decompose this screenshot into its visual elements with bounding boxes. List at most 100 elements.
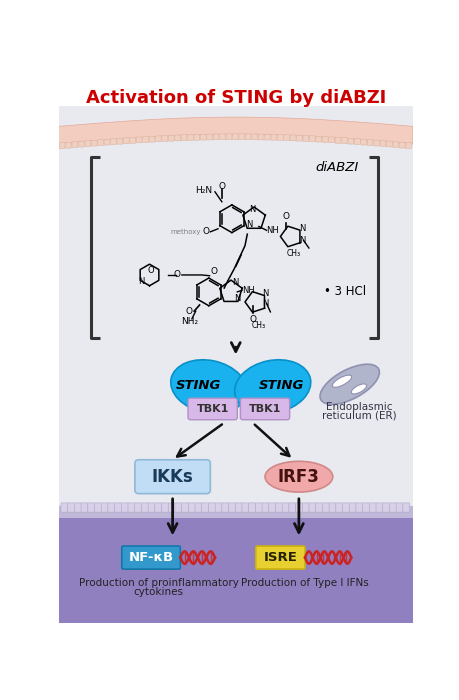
FancyBboxPatch shape — [91, 140, 97, 146]
FancyBboxPatch shape — [240, 398, 289, 420]
FancyBboxPatch shape — [360, 139, 366, 145]
FancyBboxPatch shape — [335, 503, 342, 512]
FancyBboxPatch shape — [221, 503, 228, 512]
FancyBboxPatch shape — [295, 503, 302, 512]
Text: O: O — [147, 266, 154, 275]
FancyBboxPatch shape — [264, 134, 270, 140]
FancyBboxPatch shape — [194, 134, 199, 140]
FancyBboxPatch shape — [257, 134, 263, 140]
FancyBboxPatch shape — [386, 141, 392, 147]
FancyBboxPatch shape — [174, 135, 180, 141]
FancyBboxPatch shape — [373, 140, 379, 146]
FancyBboxPatch shape — [245, 134, 251, 140]
FancyBboxPatch shape — [155, 503, 162, 512]
FancyBboxPatch shape — [149, 136, 155, 142]
FancyBboxPatch shape — [281, 503, 288, 512]
Text: diABZI: diABZI — [315, 161, 358, 174]
FancyBboxPatch shape — [128, 503, 134, 512]
Ellipse shape — [234, 360, 310, 414]
FancyBboxPatch shape — [328, 137, 334, 143]
Text: reticulum (ER): reticulum (ER) — [321, 411, 395, 421]
Text: O: O — [249, 315, 256, 324]
FancyBboxPatch shape — [101, 503, 108, 512]
FancyBboxPatch shape — [219, 134, 225, 140]
FancyBboxPatch shape — [97, 140, 103, 146]
FancyBboxPatch shape — [238, 134, 244, 140]
FancyBboxPatch shape — [168, 135, 174, 141]
Ellipse shape — [331, 375, 351, 387]
FancyBboxPatch shape — [322, 136, 327, 142]
Text: IRF3: IRF3 — [277, 468, 319, 486]
Ellipse shape — [319, 364, 379, 405]
Text: ISRE: ISRE — [263, 551, 297, 564]
Text: Endoplasmic: Endoplasmic — [325, 402, 392, 412]
FancyBboxPatch shape — [72, 142, 78, 148]
FancyBboxPatch shape — [328, 503, 336, 512]
Text: O: O — [173, 270, 180, 279]
FancyBboxPatch shape — [347, 138, 353, 144]
Text: Activation of STING by diABZI: Activation of STING by diABZI — [85, 89, 385, 107]
FancyBboxPatch shape — [353, 139, 359, 144]
FancyBboxPatch shape — [251, 134, 257, 140]
Text: cytokines: cytokines — [134, 587, 183, 597]
FancyBboxPatch shape — [195, 503, 202, 512]
Text: O: O — [202, 228, 209, 237]
FancyBboxPatch shape — [334, 137, 340, 144]
FancyBboxPatch shape — [141, 503, 148, 512]
Text: NH: NH — [266, 226, 279, 234]
Text: N: N — [246, 220, 252, 230]
FancyBboxPatch shape — [366, 139, 372, 146]
FancyBboxPatch shape — [59, 143, 65, 148]
FancyBboxPatch shape — [232, 134, 238, 140]
FancyBboxPatch shape — [382, 503, 389, 512]
FancyBboxPatch shape — [162, 136, 168, 141]
FancyBboxPatch shape — [168, 503, 175, 512]
Ellipse shape — [264, 461, 332, 492]
FancyBboxPatch shape — [362, 503, 369, 512]
Text: STING: STING — [176, 379, 221, 391]
Text: O: O — [185, 307, 192, 316]
FancyBboxPatch shape — [283, 134, 289, 141]
FancyBboxPatch shape — [134, 503, 141, 512]
FancyBboxPatch shape — [188, 398, 237, 420]
FancyBboxPatch shape — [202, 503, 208, 512]
FancyBboxPatch shape — [315, 503, 322, 512]
Text: H₂N: H₂N — [195, 186, 212, 195]
FancyBboxPatch shape — [114, 503, 121, 512]
FancyBboxPatch shape — [262, 503, 269, 512]
FancyBboxPatch shape — [225, 134, 231, 140]
Text: NH₂: NH₂ — [180, 316, 198, 326]
FancyBboxPatch shape — [228, 503, 235, 512]
FancyBboxPatch shape — [108, 503, 115, 512]
Text: N: N — [234, 293, 240, 302]
FancyBboxPatch shape — [122, 546, 180, 569]
FancyBboxPatch shape — [148, 503, 155, 512]
Text: N: N — [232, 278, 238, 287]
FancyBboxPatch shape — [123, 138, 129, 144]
Text: • 3 HCl: • 3 HCl — [324, 286, 366, 298]
FancyBboxPatch shape — [67, 503, 74, 512]
FancyBboxPatch shape — [302, 503, 308, 512]
Text: O: O — [218, 182, 225, 191]
FancyBboxPatch shape — [235, 503, 241, 512]
FancyBboxPatch shape — [302, 136, 308, 141]
FancyBboxPatch shape — [270, 134, 276, 140]
FancyBboxPatch shape — [369, 503, 375, 512]
FancyBboxPatch shape — [375, 503, 382, 512]
Text: N: N — [261, 299, 268, 308]
Polygon shape — [59, 106, 412, 511]
FancyBboxPatch shape — [129, 137, 135, 144]
FancyBboxPatch shape — [94, 503, 101, 512]
FancyBboxPatch shape — [61, 503, 68, 512]
FancyBboxPatch shape — [142, 136, 148, 143]
FancyBboxPatch shape — [213, 134, 218, 140]
FancyBboxPatch shape — [322, 503, 329, 512]
Text: O: O — [210, 267, 217, 276]
Text: Production of proinflammatory: Production of proinflammatory — [78, 578, 238, 588]
FancyBboxPatch shape — [288, 503, 295, 512]
Text: O: O — [282, 212, 289, 221]
FancyBboxPatch shape — [248, 503, 255, 512]
Text: Production of Type I IFNs: Production of Type I IFNs — [241, 578, 368, 588]
FancyBboxPatch shape — [405, 143, 411, 148]
FancyBboxPatch shape — [389, 503, 396, 512]
